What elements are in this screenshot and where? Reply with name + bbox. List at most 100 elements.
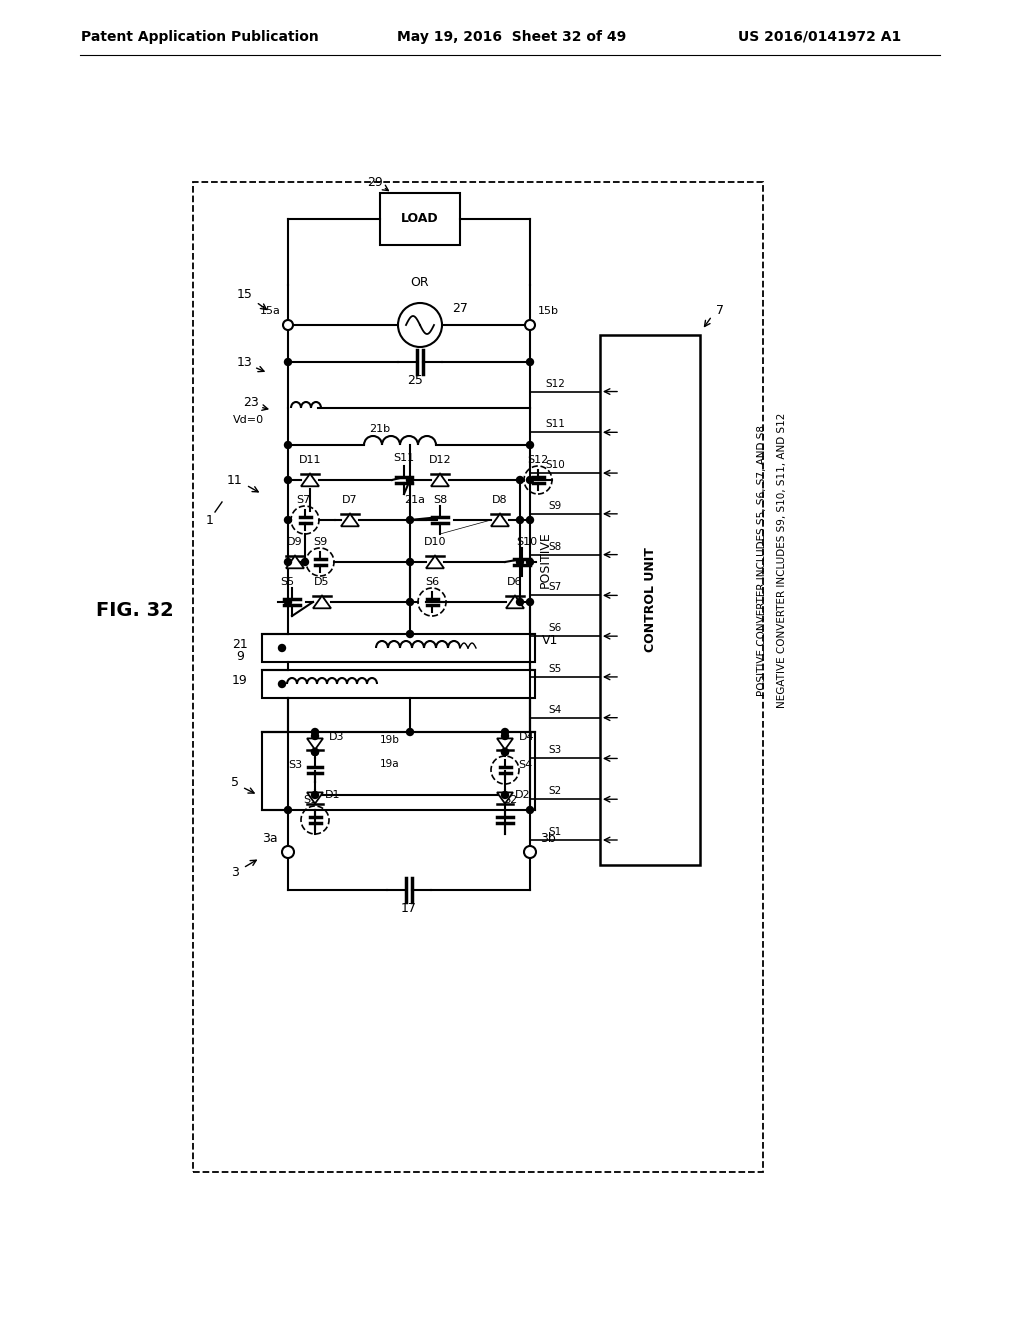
Text: 5: 5 <box>231 776 239 788</box>
Text: 15a: 15a <box>259 306 281 315</box>
Text: S5: S5 <box>549 664 561 675</box>
Text: S9: S9 <box>549 500 561 511</box>
Circle shape <box>279 644 286 652</box>
Bar <box>193 182 763 1172</box>
Polygon shape <box>313 595 331 609</box>
Circle shape <box>526 516 534 524</box>
Circle shape <box>525 319 535 330</box>
Text: S5: S5 <box>280 577 294 587</box>
Circle shape <box>407 631 414 638</box>
Polygon shape <box>490 513 509 527</box>
Bar <box>600 335 700 865</box>
Circle shape <box>407 598 414 606</box>
Text: D10: D10 <box>424 537 446 546</box>
Text: D1: D1 <box>326 789 341 800</box>
Polygon shape <box>301 474 319 486</box>
Circle shape <box>311 733 318 739</box>
Circle shape <box>285 807 292 813</box>
Text: D9: D9 <box>287 537 303 546</box>
Circle shape <box>502 729 509 735</box>
Text: POSITIVE CONVERTER INCLUDES S5, S6, S7, AND S8: POSITIVE CONVERTER INCLUDES S5, S6, S7, … <box>757 425 767 696</box>
Text: 27: 27 <box>452 301 468 314</box>
Text: Vd=0: Vd=0 <box>232 414 263 425</box>
Text: 7: 7 <box>716 304 724 317</box>
Text: S10: S10 <box>545 461 565 470</box>
Polygon shape <box>506 595 524 609</box>
Text: S9: S9 <box>313 537 327 546</box>
Text: D6: D6 <box>507 577 522 587</box>
Text: D11: D11 <box>299 455 322 465</box>
Circle shape <box>502 792 509 799</box>
Circle shape <box>279 681 286 688</box>
Text: US 2016/0141972 A1: US 2016/0141972 A1 <box>738 30 901 44</box>
Text: Patent Application Publication: Patent Application Publication <box>81 30 318 44</box>
Circle shape <box>407 477 414 483</box>
Text: S1: S1 <box>303 795 317 805</box>
Text: S2: S2 <box>549 787 561 796</box>
Text: D4: D4 <box>519 733 535 742</box>
Circle shape <box>502 748 509 755</box>
Circle shape <box>285 477 292 483</box>
Bar <box>380 193 460 246</box>
Text: S4: S4 <box>549 705 561 714</box>
Text: 13: 13 <box>238 355 253 368</box>
Circle shape <box>311 792 318 799</box>
Polygon shape <box>497 792 513 804</box>
Circle shape <box>526 598 534 606</box>
Circle shape <box>526 359 534 366</box>
Text: S11: S11 <box>545 420 565 429</box>
Text: S12: S12 <box>527 455 549 465</box>
Text: 15b: 15b <box>538 306 558 315</box>
Text: D12: D12 <box>429 455 452 465</box>
Circle shape <box>285 598 292 606</box>
Circle shape <box>285 441 292 449</box>
Text: S1: S1 <box>549 828 561 837</box>
Text: POSITIVE: POSITIVE <box>539 532 552 589</box>
Text: 19b: 19b <box>380 735 400 744</box>
Text: 21a: 21a <box>404 495 426 506</box>
Text: 17: 17 <box>401 902 417 915</box>
Text: D7: D7 <box>342 495 357 506</box>
Text: 1: 1 <box>206 513 214 527</box>
Text: 19a: 19a <box>380 759 399 770</box>
Circle shape <box>526 441 534 449</box>
Text: 21b: 21b <box>370 424 390 434</box>
Text: May 19, 2016  Sheet 32 of 49: May 19, 2016 Sheet 32 of 49 <box>397 30 627 44</box>
Text: S12: S12 <box>545 379 565 388</box>
Circle shape <box>526 477 534 483</box>
Circle shape <box>282 846 294 858</box>
Circle shape <box>502 733 509 739</box>
Circle shape <box>285 359 292 366</box>
Polygon shape <box>341 513 359 527</box>
Circle shape <box>285 516 292 524</box>
Text: S11: S11 <box>393 453 415 463</box>
Text: 3b: 3b <box>540 832 556 845</box>
Text: 11: 11 <box>227 474 243 487</box>
Circle shape <box>526 558 534 565</box>
Text: 3: 3 <box>231 866 239 879</box>
Text: LOAD: LOAD <box>401 213 439 226</box>
Text: 25: 25 <box>408 374 423 387</box>
Text: S10: S10 <box>516 537 538 546</box>
Text: D2: D2 <box>515 789 530 800</box>
Text: 15: 15 <box>238 289 253 301</box>
Text: V1: V1 <box>542 634 558 647</box>
Text: S8: S8 <box>549 541 561 552</box>
Text: S6: S6 <box>425 577 439 587</box>
Text: S3: S3 <box>549 746 561 755</box>
Bar <box>262 671 535 698</box>
Circle shape <box>407 558 414 565</box>
Circle shape <box>311 748 318 755</box>
Circle shape <box>516 477 523 483</box>
Text: 19: 19 <box>232 673 248 686</box>
Circle shape <box>524 846 536 858</box>
Text: S3: S3 <box>288 760 302 770</box>
Text: S7: S7 <box>549 582 561 593</box>
Text: FIG. 32: FIG. 32 <box>96 601 174 619</box>
Text: D3: D3 <box>330 733 345 742</box>
Bar <box>262 733 535 810</box>
Text: S6: S6 <box>549 623 561 634</box>
Polygon shape <box>431 474 449 486</box>
Circle shape <box>516 516 523 524</box>
Polygon shape <box>307 792 323 804</box>
